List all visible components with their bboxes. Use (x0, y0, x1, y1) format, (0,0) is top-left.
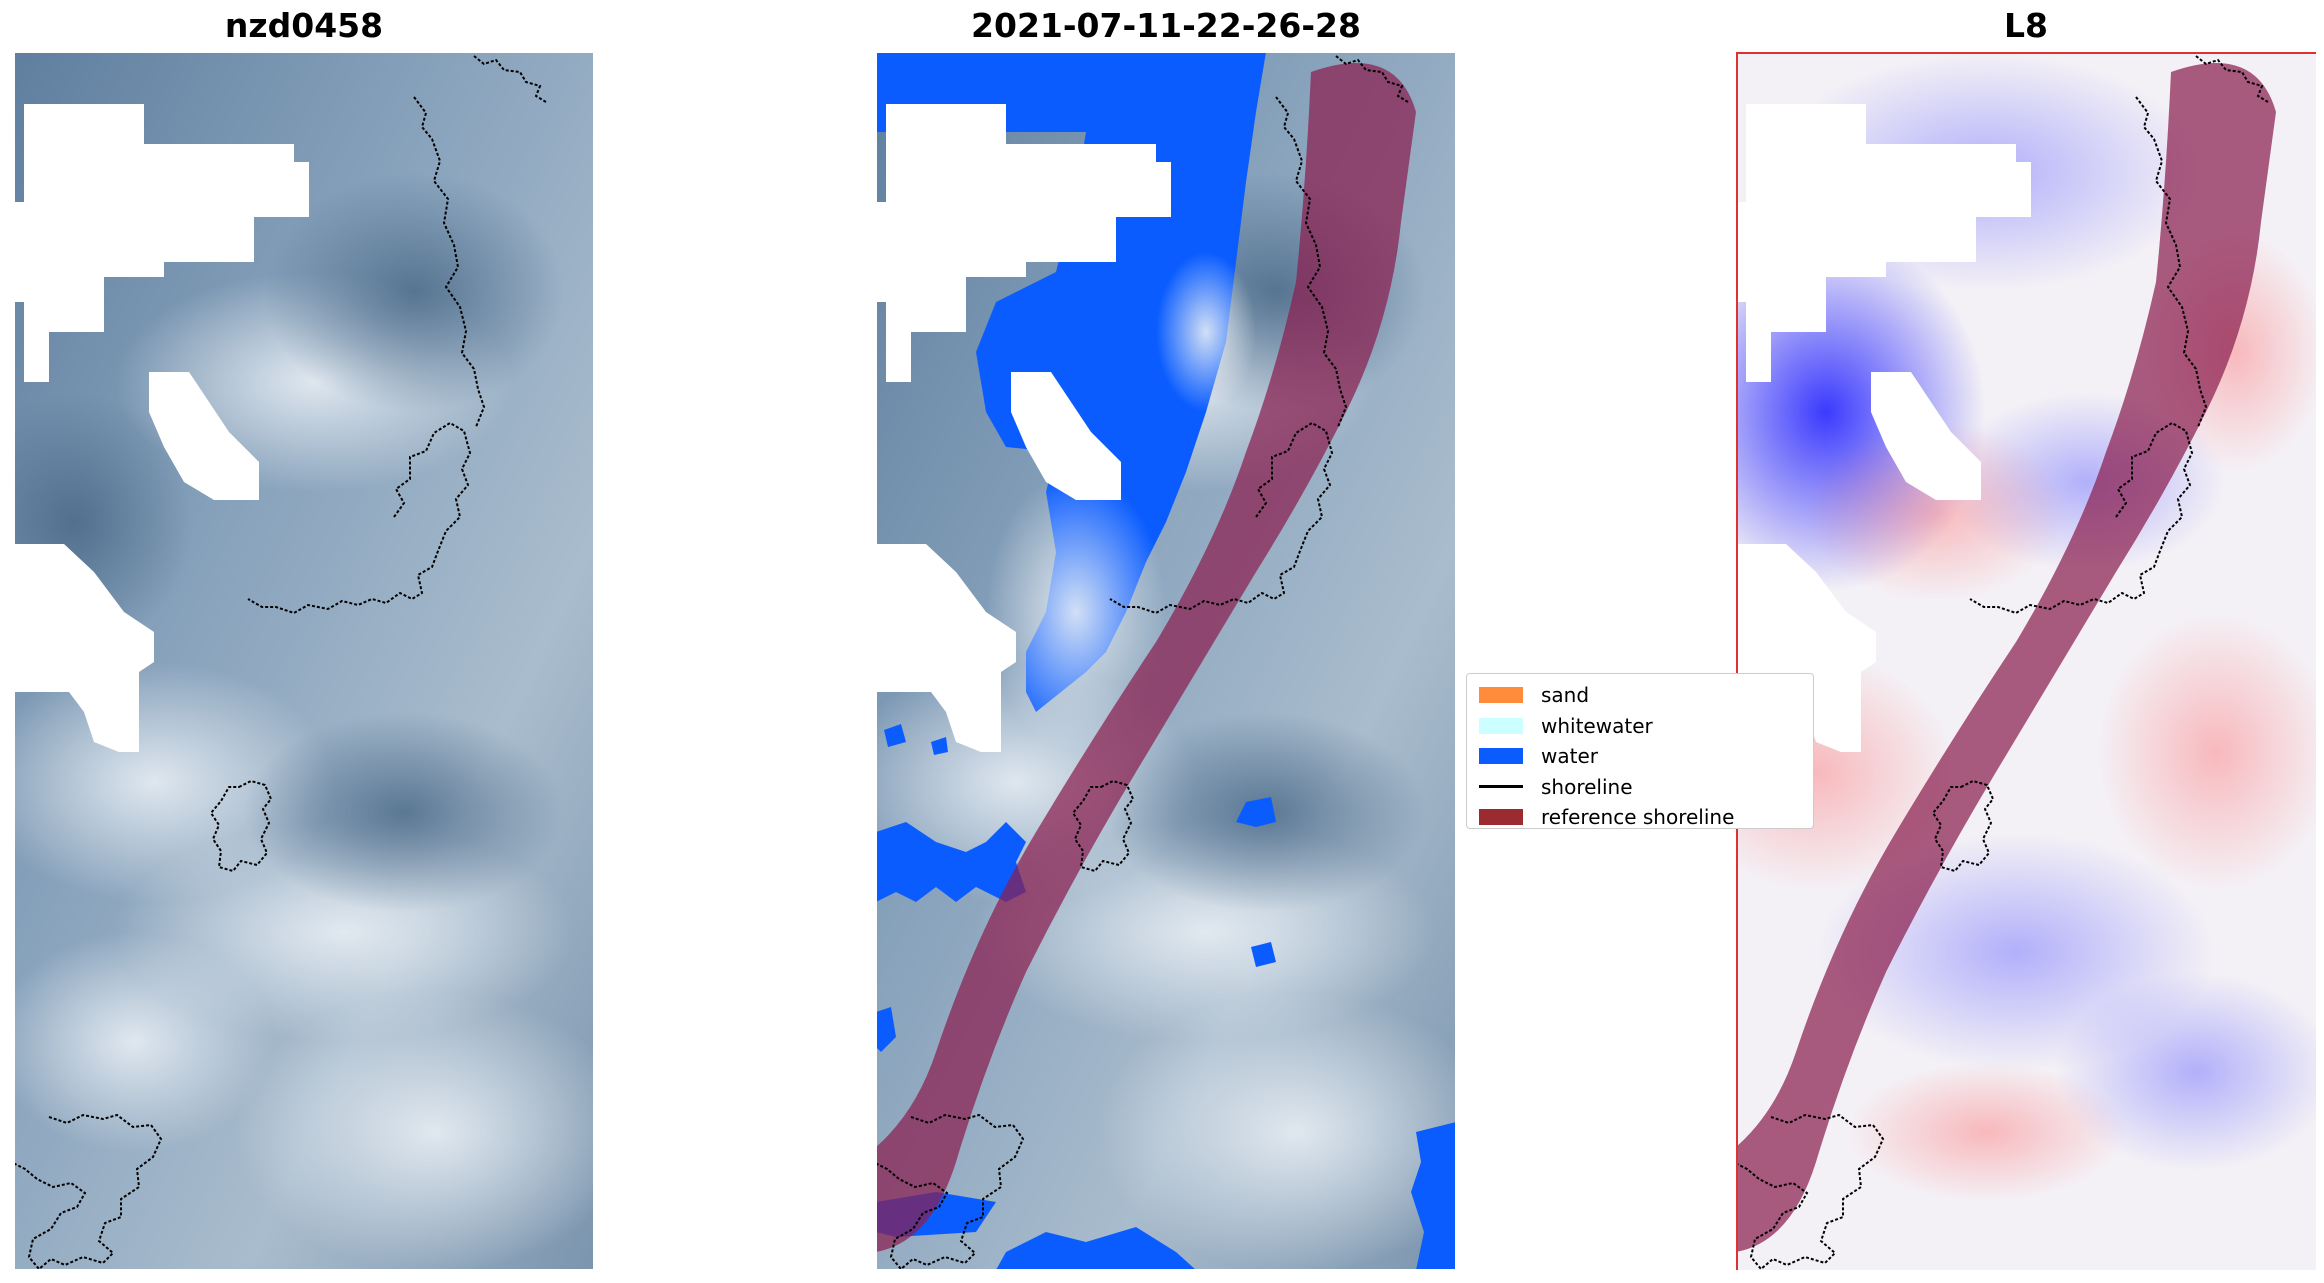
legend-label: sand (1541, 683, 1590, 708)
panel-title-rgb: nzd0458 (224, 6, 384, 45)
legend-item-reference-shoreline: reference shoreline (1479, 802, 1801, 833)
legend-item-shoreline: shoreline (1479, 772, 1801, 803)
legend-label: shoreline (1541, 774, 1633, 799)
legend-label: reference shoreline (1541, 805, 1735, 830)
index-panel (1736, 52, 2316, 1270)
shoreline-line-icon (1479, 785, 1523, 789)
legend-label: whitewater (1541, 713, 1653, 738)
whitewater-swatch (1479, 717, 1523, 734)
legend: sand whitewater water shoreline referenc… (1466, 673, 1814, 829)
rgb-image-panel (14, 52, 594, 1270)
panel-title-classification: 2021-07-11-22-26-28 (971, 6, 1361, 45)
classification-panel (876, 52, 1456, 1270)
legend-item-sand: sand (1479, 680, 1801, 711)
sand-swatch (1479, 687, 1523, 704)
legend-label: water (1541, 744, 1598, 769)
legend-item-water: water (1479, 741, 1801, 772)
legend-item-whitewater: whitewater (1479, 711, 1801, 742)
water-swatch (1479, 748, 1523, 765)
reference-shoreline-swatch (1479, 809, 1523, 826)
panel-title-index: L8 (2004, 6, 2048, 45)
